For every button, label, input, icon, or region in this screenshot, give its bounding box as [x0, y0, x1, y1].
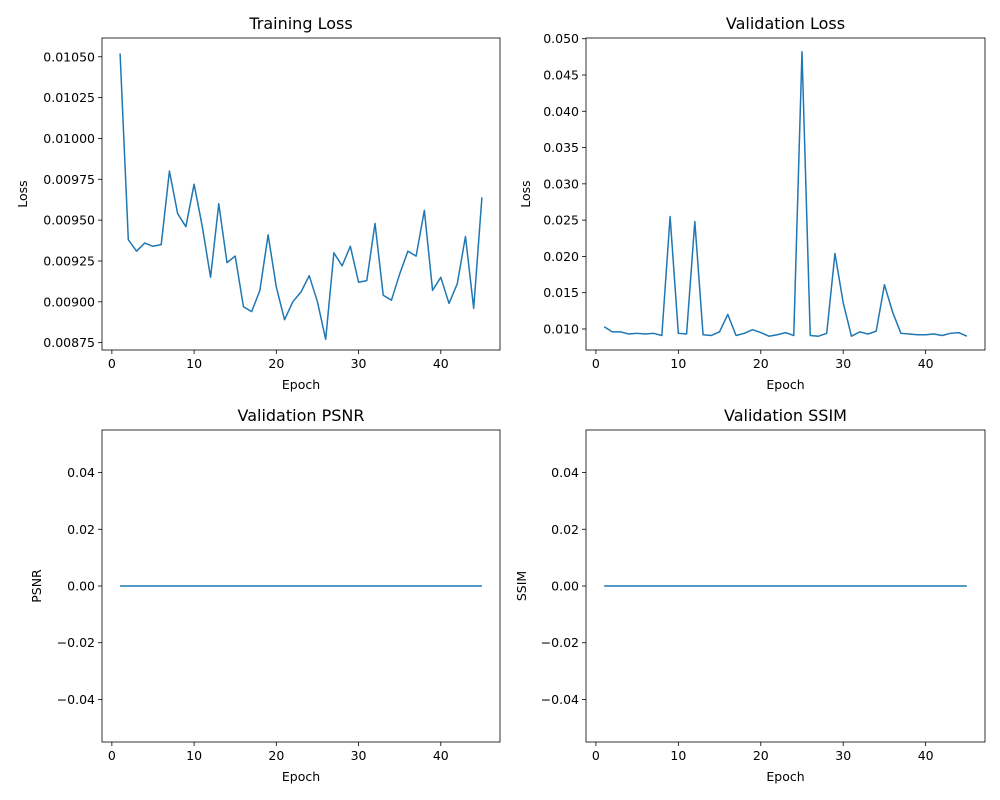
x-tick-label: 0 — [108, 356, 116, 371]
y-tick-label: 0.01025 — [43, 90, 95, 105]
chart-title: Validation PSNR — [238, 406, 365, 425]
y-axis-label: PSNR — [29, 569, 44, 603]
axes-frame — [585, 37, 986, 351]
x-tick-label: 30 — [835, 748, 851, 763]
subplot-1: Training Loss 0 10 20 30 40 0.00875 0.00900 0.00… — [15, 14, 501, 392]
y-tick-label: 0.025 — [543, 213, 579, 228]
series-line — [603, 51, 968, 337]
y-tick-label: 0.04 — [551, 465, 579, 480]
x-tick-label: 0 — [592, 356, 600, 371]
x-tick-label: 20 — [753, 748, 769, 763]
x-tick-label: 30 — [835, 356, 851, 371]
y-tick-label: 0.01050 — [43, 49, 95, 64]
y-tick-label: 0.00975 — [43, 172, 95, 187]
y-tick-label: 0.00900 — [43, 294, 95, 309]
y-tick-label: 0.02 — [551, 522, 579, 537]
x-tick-label: 20 — [268, 356, 284, 371]
y-tick-label: 0.04 — [67, 465, 95, 480]
y-tick-label: −0.04 — [57, 692, 95, 707]
y-tick-label: 0.015 — [543, 285, 579, 300]
y-axis-label: Loss — [15, 180, 30, 207]
y-tick-label: −0.02 — [57, 635, 95, 650]
chart-title: Training Loss — [248, 14, 352, 33]
x-axis-label: Epoch — [766, 377, 804, 392]
y-tick-label: −0.02 — [541, 635, 579, 650]
x-tick-label: 10 — [186, 748, 202, 763]
x-tick-label: 40 — [433, 748, 449, 763]
x-tick-label: 0 — [108, 748, 116, 763]
x-tick-label: 40 — [433, 356, 449, 371]
chart-title: Validation SSIM — [724, 406, 847, 425]
x-tick-label: 40 — [918, 748, 934, 763]
y-tick-label: 0.010 — [543, 321, 579, 336]
x-axis-label: Epoch — [766, 769, 804, 784]
x-tick-label: 20 — [753, 356, 769, 371]
x-tick-label: 10 — [670, 748, 686, 763]
y-tick-label: 0.035 — [543, 140, 579, 155]
x-axis-label: Epoch — [282, 769, 320, 784]
x-tick-label: 30 — [351, 748, 367, 763]
y-tick-label: 0.00 — [67, 579, 95, 594]
subplot-2: Validation Loss 0 10 20 30 40 0.010 0.015 0.020 0… — [518, 14, 986, 392]
axes-frame — [101, 429, 501, 743]
x-tick-label: 0 — [592, 748, 600, 763]
x-axis-label: Epoch — [282, 377, 320, 392]
subplot-3: Validation PSNR 0 10 20 30 40 −0.04 −0.02 0.00 0.… — [29, 406, 501, 784]
y-tick-label: 0.02 — [67, 522, 95, 537]
y-tick-label: 0.00925 — [43, 253, 95, 268]
y-tick-label: 0.00875 — [43, 335, 95, 350]
y-axis-label: SSIM — [514, 571, 529, 601]
series-line — [119, 53, 483, 341]
y-tick-label: 0.00950 — [43, 213, 95, 228]
y-tick-label: 0.01000 — [43, 131, 95, 146]
y-tick-label: 0.020 — [543, 249, 579, 264]
chart-title: Validation Loss — [726, 14, 845, 33]
x-tick-label: 10 — [670, 356, 686, 371]
y-axis-label: Loss — [518, 180, 533, 207]
y-tick-label: 0.040 — [543, 104, 579, 119]
y-tick-label: 0.050 — [543, 31, 579, 46]
y-tick-label: −0.04 — [541, 692, 579, 707]
x-tick-label: 40 — [918, 356, 934, 371]
y-tick-label: 0.030 — [543, 176, 579, 191]
x-tick-label: 10 — [186, 356, 202, 371]
y-tick-label: 0.045 — [543, 68, 579, 83]
axes-frame — [101, 37, 501, 351]
y-tick-label: 0.00 — [551, 579, 579, 594]
x-tick-label: 20 — [268, 748, 284, 763]
subplot-4: Validation SSIM 0 10 20 30 40 −0.04 −0.02 0.00 0.… — [514, 406, 986, 784]
axes-frame — [585, 429, 986, 743]
x-tick-label: 30 — [351, 356, 367, 371]
